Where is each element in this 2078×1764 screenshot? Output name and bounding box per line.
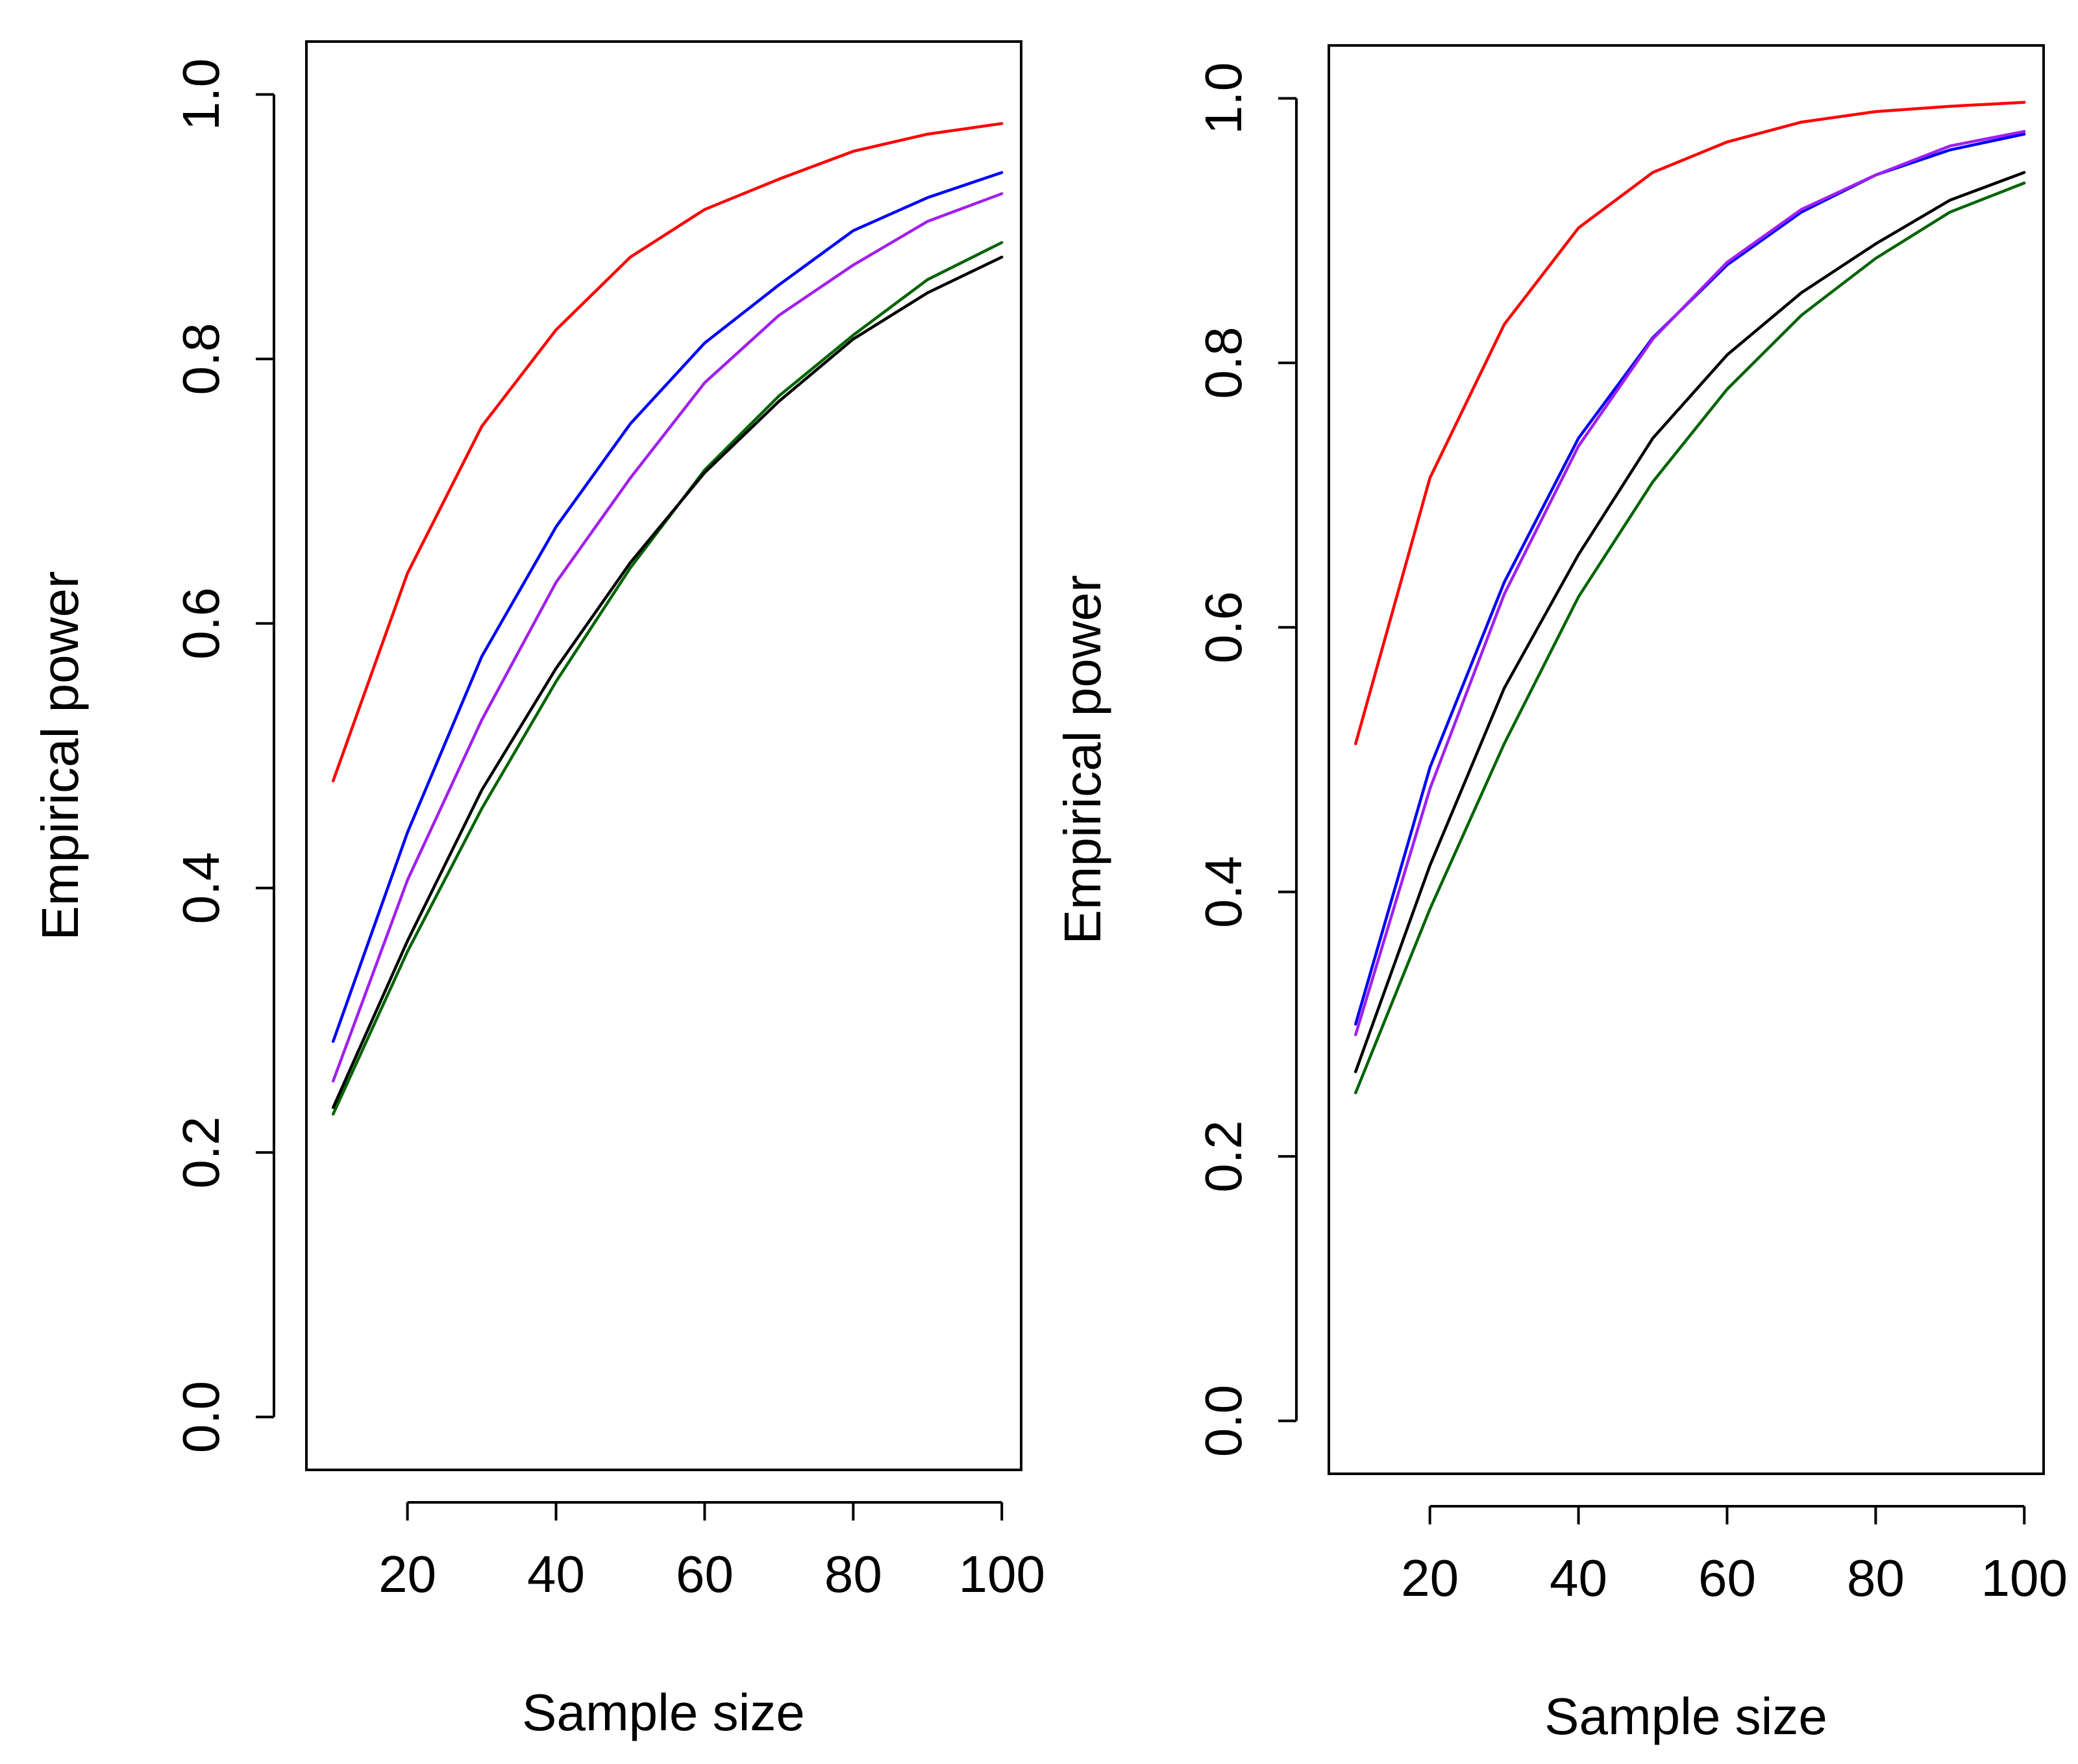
right-y-axis-title: Empirical power bbox=[1054, 575, 1111, 944]
right-x-tick-label: 40 bbox=[1550, 1549, 1607, 1607]
left-y-tick-label: 0.0 bbox=[172, 1381, 230, 1453]
right-panel: 20 40 60 80 100 0.0 0.2 0.4 0.6 0.8 1.0 Sample si… bbox=[1054, 44, 2068, 1745]
right-y-axis: 0.0 0.2 0.4 0.6 0.8 1.0 bbox=[1194, 62, 1298, 1457]
left-panel: 20 40 60 80 100 0.0 0.2 0.4 0.6 0.8 1.0 Sample si… bbox=[31, 40, 1045, 1741]
right-y-tick-label: 0.6 bbox=[1194, 591, 1252, 664]
left-y-tick-label: 0.2 bbox=[172, 1117, 230, 1189]
right-y-tick-label: 0.8 bbox=[1194, 327, 1252, 399]
left-x-tick-label: 20 bbox=[378, 1545, 436, 1603]
left-series-red-line bbox=[331, 122, 1004, 782]
right-y-tick-label: 0.2 bbox=[1194, 1121, 1252, 1193]
right-series-layer bbox=[1354, 101, 2026, 1095]
left-y-tick-label: 1.0 bbox=[172, 58, 230, 130]
left-y-axis: 0.0 0.2 0.4 0.6 0.8 1.0 bbox=[172, 58, 275, 1453]
right-x-tick-label: 60 bbox=[1698, 1549, 1756, 1607]
left-series-blue-line bbox=[331, 171, 1004, 1043]
right-x-axis-title: Sample size bbox=[1544, 1687, 1827, 1745]
right-y-tick-label: 1.0 bbox=[1194, 62, 1252, 134]
right-x-axis: 20 40 60 80 100 bbox=[1401, 1505, 2068, 1607]
right-plot-frame bbox=[1328, 44, 2045, 1475]
left-y-tick-label: 0.4 bbox=[172, 852, 230, 924]
left-y-tick-label: 0.6 bbox=[172, 588, 230, 660]
left-plot-frame bbox=[305, 40, 1022, 1471]
right-series-black-line bbox=[1354, 171, 2026, 1073]
left-series-purple-line bbox=[331, 192, 1004, 1083]
left-x-tick-label: 80 bbox=[824, 1545, 882, 1603]
left-x-axis-title: Sample size bbox=[522, 1683, 805, 1741]
right-y-tick-label: 0.4 bbox=[1194, 856, 1252, 928]
right-x-tick-label: 80 bbox=[1847, 1549, 1905, 1607]
right-x-tick-label: 20 bbox=[1401, 1549, 1459, 1607]
right-series-purple-line bbox=[1354, 130, 2026, 1036]
left-series-layer bbox=[331, 122, 1004, 1116]
right-series-red-line bbox=[1354, 101, 2026, 745]
left-x-axis: 20 40 60 80 100 bbox=[378, 1501, 1045, 1603]
left-x-tick-label: 40 bbox=[527, 1545, 585, 1603]
right-x-tick-label: 100 bbox=[1981, 1549, 2068, 1607]
left-x-tick-label: 60 bbox=[676, 1545, 734, 1603]
left-y-axis-title: Empirical power bbox=[31, 571, 89, 940]
left-y-tick-label: 0.8 bbox=[172, 323, 230, 395]
right-y-tick-label: 0.0 bbox=[1194, 1385, 1252, 1457]
left-series-black-line bbox=[331, 255, 1004, 1110]
right-series-dark-green-line bbox=[1354, 181, 2026, 1095]
left-x-tick-label: 100 bbox=[959, 1545, 1045, 1603]
